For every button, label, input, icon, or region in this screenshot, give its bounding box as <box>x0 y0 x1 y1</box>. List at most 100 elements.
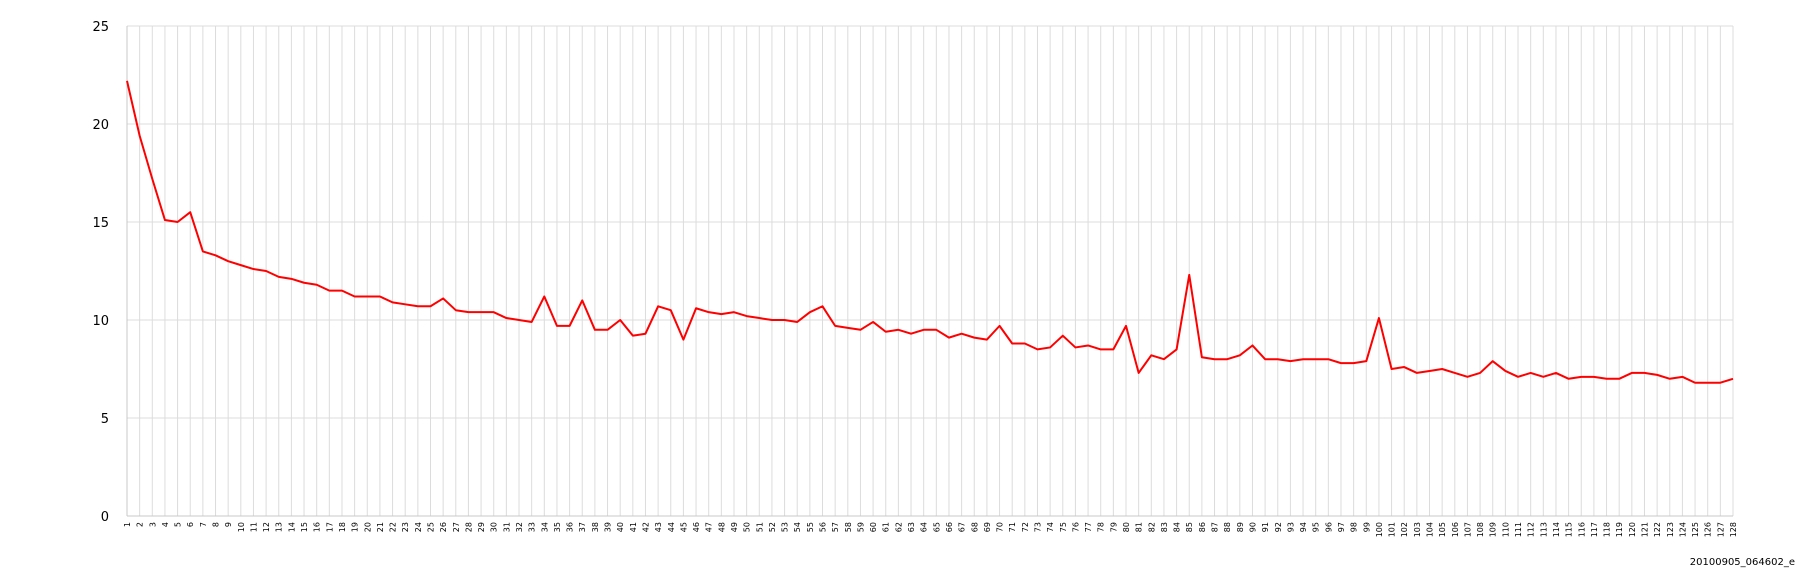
x-tick-label: 107 <box>1463 522 1472 537</box>
x-tick-label: 30 <box>490 522 499 532</box>
x-tick-label: 97 <box>1337 522 1346 532</box>
x-tick-label: 28 <box>464 522 473 532</box>
x-tick-label: 14 <box>287 522 296 532</box>
x-tick-label: 60 <box>869 522 878 532</box>
x-tick-label: 103 <box>1413 522 1422 537</box>
y-axis: 0 5 10 15 20 25 <box>92 20 109 525</box>
x-tick-label: 108 <box>1476 522 1485 537</box>
x-tick-label: 36 <box>566 522 575 532</box>
x-tick-label: 31 <box>502 522 511 532</box>
x-tick-label: 99 <box>1362 522 1371 532</box>
x-tick-label: 52 <box>768 522 777 532</box>
x-tick-label: 87 <box>1211 522 1220 532</box>
x-tick-label: 13 <box>275 522 284 532</box>
x-tick-label: 72 <box>1021 522 1030 532</box>
x-tick-label: 48 <box>717 522 726 532</box>
x-tick-label: 68 <box>970 522 979 532</box>
x-tick-label: 65 <box>932 522 941 532</box>
x-tick-label: 112 <box>1527 522 1536 537</box>
x-tick-label: 5 <box>174 522 183 527</box>
x-tick-label: 63 <box>907 522 916 532</box>
x-tick-label: 117 <box>1590 522 1599 537</box>
x-tick-label: 110 <box>1501 522 1510 537</box>
x-tick-label: 106 <box>1451 522 1460 537</box>
x-tick-label: 128 <box>1729 522 1738 537</box>
x-tick-label: 4 <box>161 522 170 527</box>
x-tick-label: 53 <box>781 522 790 532</box>
x-tick-label: 43 <box>654 522 663 532</box>
x-tick-label: 127 <box>1716 522 1725 537</box>
x-tick-label: 86 <box>1198 522 1207 532</box>
x-tick-label: 49 <box>730 522 739 532</box>
x-tick-label: 37 <box>578 522 587 532</box>
y-tick-label: 0 <box>101 510 109 525</box>
x-axis: 1 2 3 4 5 6 7 8 9 10 11 12 13 14 15 16 17 18 19 20 21 22 23 24 2… <box>123 522 1738 537</box>
x-tick-label: 57 <box>831 522 840 532</box>
x-tick-label: 9 <box>224 522 233 527</box>
x-tick-label: 91 <box>1261 522 1270 532</box>
x-tick-label: 100 <box>1375 522 1384 537</box>
x-tick-label: 32 <box>515 522 524 532</box>
x-tick-label: 45 <box>679 522 688 532</box>
x-tick-label: 2 <box>136 522 145 527</box>
x-tick-label: 118 <box>1603 522 1612 537</box>
x-tick-label: 66 <box>945 522 954 532</box>
x-tick-label: 89 <box>1236 522 1245 532</box>
x-tick-label: 50 <box>743 522 752 532</box>
series-line <box>126 80 1734 384</box>
x-tick-label: 61 <box>882 522 891 532</box>
x-tick-label: 120 <box>1628 522 1637 537</box>
plot-area-frame <box>126 26 1733 517</box>
x-tick-label: 55 <box>806 522 815 532</box>
x-tick-label: 109 <box>1489 522 1498 537</box>
x-tick-label: 15 <box>300 522 309 532</box>
x-tick-label: 59 <box>856 522 865 532</box>
x-tick-label: 17 <box>325 522 334 532</box>
x-tick-label: 102 <box>1400 522 1409 537</box>
x-tick-label: 26 <box>439 522 448 532</box>
x-tick-label: 7 <box>199 522 208 527</box>
x-tick-label: 41 <box>629 522 638 532</box>
x-tick-label: 67 <box>958 522 967 532</box>
x-tick-label: 3 <box>148 522 157 527</box>
x-tick-label: 123 <box>1666 522 1675 537</box>
x-tick-label: 54 <box>793 522 802 532</box>
x-tick-label: 38 <box>591 522 600 532</box>
x-tick-label: 33 <box>528 522 537 532</box>
x-tick-label: 8 <box>212 522 221 527</box>
x-tick-label: 22 <box>389 522 398 532</box>
x-tick-label: 115 <box>1565 522 1574 537</box>
x-tick-label: 19 <box>351 522 360 532</box>
x-tick-label: 56 <box>819 522 828 532</box>
x-tick-label: 21 <box>376 522 385 532</box>
x-tick-label: 104 <box>1426 522 1435 537</box>
x-tick-label: 126 <box>1704 522 1713 537</box>
x-tick-label: 92 <box>1274 522 1283 532</box>
image-caption: 20100905_064602_e <box>1689 557 1795 568</box>
x-tick-label: 42 <box>641 522 650 532</box>
x-tick-label: 77 <box>1084 522 1093 532</box>
x-tick-label: 18 <box>338 522 347 532</box>
x-tick-label: 24 <box>414 522 423 532</box>
x-tick-label: 113 <box>1539 522 1548 537</box>
x-tick-label: 47 <box>705 522 714 532</box>
x-tick-label: 25 <box>426 522 435 532</box>
x-tick-label: 1 <box>123 522 132 527</box>
y-tick-label: 5 <box>101 412 109 427</box>
x-tick-label: 44 <box>667 522 676 532</box>
x-tick-label: 70 <box>996 522 1005 532</box>
x-tick-label: 105 <box>1438 522 1447 537</box>
x-tick-label: 76 <box>1071 522 1080 532</box>
x-tick-label: 35 <box>553 522 562 532</box>
x-tick-label: 121 <box>1640 522 1649 537</box>
x-tick-label: 27 <box>452 522 461 532</box>
x-tick-label: 62 <box>894 522 903 532</box>
x-tick-label: 79 <box>1109 522 1118 532</box>
x-tick-label: 84 <box>1173 522 1182 532</box>
x-tick-label: 96 <box>1324 522 1333 532</box>
x-tick-label: 125 <box>1691 522 1700 537</box>
x-tick-label: 85 <box>1185 522 1194 532</box>
x-tick-label: 23 <box>401 522 410 532</box>
x-tick-label: 94 <box>1299 522 1308 532</box>
